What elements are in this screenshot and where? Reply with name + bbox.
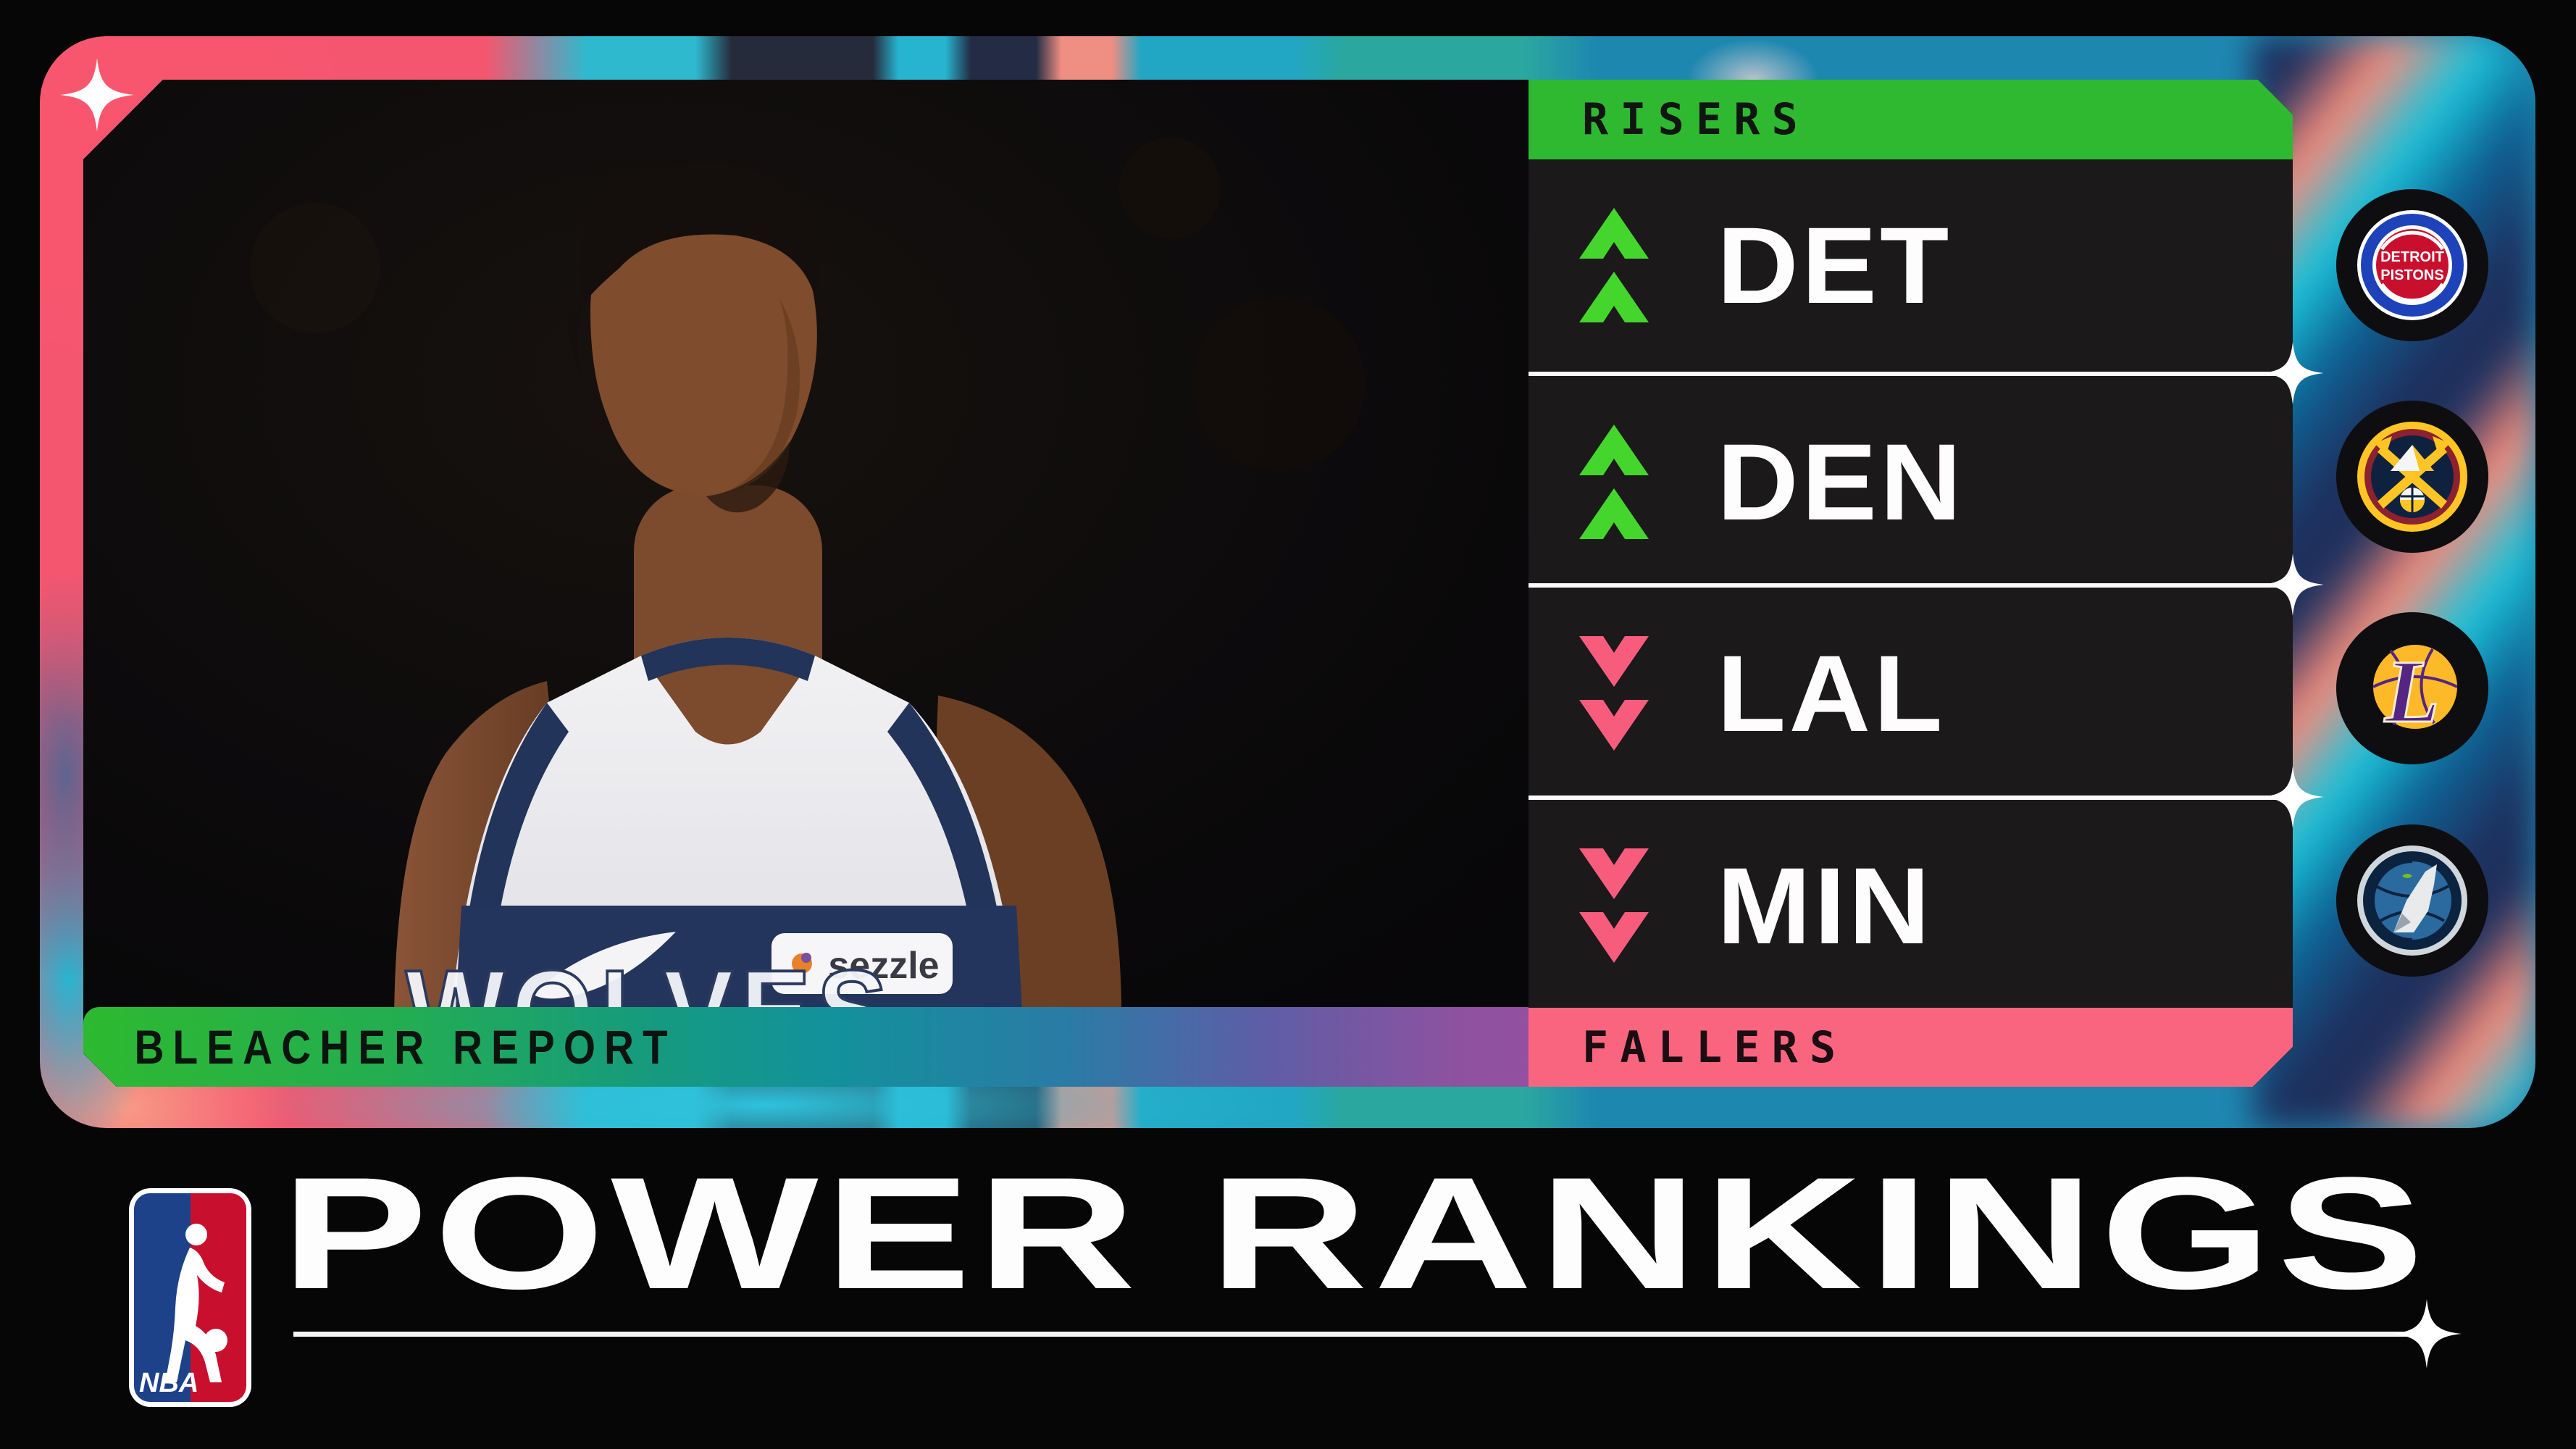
lakers-logo-badge: L bbox=[2336, 612, 2488, 764]
nba-logo: NBA bbox=[129, 1188, 251, 1407]
player-photo-illustration: sezzle bbox=[83, 80, 1529, 1087]
row-divider bbox=[1529, 372, 2293, 376]
source-label: BLEACHER REPORT bbox=[134, 1020, 677, 1074]
risers-header: RISERS bbox=[1529, 80, 2293, 159]
team-code: MIN bbox=[1717, 845, 1933, 966]
nike-swoosh-icon bbox=[532, 932, 676, 999]
sparkle-icon bbox=[2262, 554, 2324, 616]
svg-text:sezzle: sezzle bbox=[828, 945, 939, 987]
timberwolves-logo bbox=[2357, 845, 2467, 956]
team-row-det: DET bbox=[1529, 159, 2293, 371]
sponsor-patch: sezzle bbox=[771, 933, 953, 994]
svg-text:DETROIT: DETROIT bbox=[2380, 249, 2444, 265]
fallers-header: FALLERS bbox=[1529, 1008, 2293, 1087]
title-underline bbox=[293, 1332, 2427, 1337]
svg-text:L: L bbox=[2384, 642, 2440, 741]
pistons-logo: DETROIT PISTONS bbox=[2357, 210, 2467, 320]
down-chevrons-icon bbox=[1579, 636, 1649, 751]
player-photo: sezzle WOLVES bbox=[83, 80, 1529, 1087]
team-rows: DET DEN bbox=[1529, 159, 2293, 1008]
team-code: DET bbox=[1717, 204, 1952, 326]
team-code: LAL bbox=[1717, 632, 1946, 754]
lakers-logo: L bbox=[2372, 641, 2458, 743]
timberwolves-logo-badge bbox=[2336, 824, 2488, 977]
up-chevrons-icon bbox=[1579, 425, 1649, 539]
nuggets-logo-badge bbox=[2336, 401, 2488, 553]
pistons-logo-badge: DETROIT PISTONS bbox=[2336, 189, 2488, 341]
down-chevrons-icon bbox=[1579, 848, 1649, 963]
sparkle-icon bbox=[2392, 1299, 2462, 1369]
up-chevrons-icon bbox=[1579, 208, 1649, 322]
nuggets-logo bbox=[2357, 422, 2467, 532]
team-row-den: DEN bbox=[1529, 376, 2293, 588]
svg-text:NBA: NBA bbox=[139, 1368, 198, 1398]
team-code: DEN bbox=[1717, 421, 1965, 543]
sparkle-icon bbox=[2262, 342, 2324, 404]
risers-fallers-panel: RISERS DET bbox=[1529, 80, 2293, 1087]
sparkle-icon bbox=[2262, 766, 2324, 828]
source-bar: BLEACHER REPORT bbox=[83, 1007, 1529, 1087]
page-title: POWER RANKINGS bbox=[281, 1144, 2430, 1322]
risers-label: RISERS bbox=[1582, 94, 1810, 145]
fallers-label: FALLERS bbox=[1582, 1022, 1848, 1073]
row-divider bbox=[1529, 583, 2293, 588]
svg-text:PISTONS: PISTONS bbox=[2380, 267, 2443, 283]
team-row-min: MIN bbox=[1529, 800, 2293, 1011]
card-content: sezzle WOLVES BLEACHER REPORT RISERS bbox=[83, 80, 2293, 1087]
row-divider bbox=[1529, 796, 2293, 800]
team-row-lal: LAL bbox=[1529, 588, 2293, 799]
rankings-card: sezzle WOLVES BLEACHER REPORT RISERS bbox=[40, 36, 2535, 1128]
sparkle-icon bbox=[60, 58, 134, 132]
